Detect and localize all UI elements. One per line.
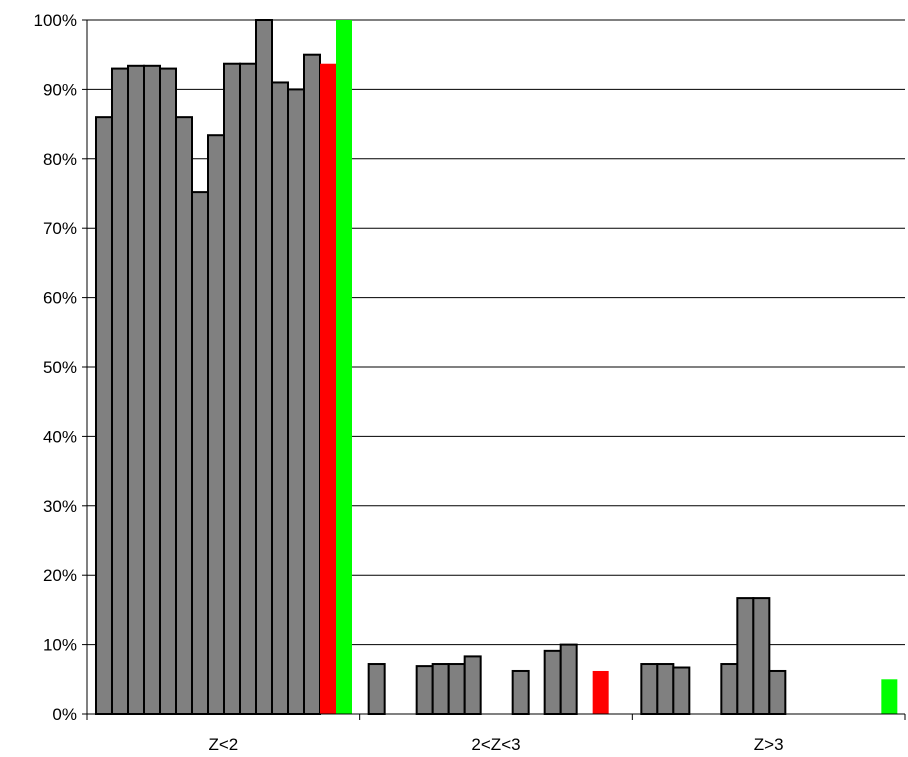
bar-gray [127,64,145,715]
bar-gray [143,64,161,715]
bar-gray [191,191,209,715]
x-tick-label: Z>3 [754,735,784,754]
x-tick-label: Z<2 [208,735,238,754]
bar-gray [111,67,129,715]
bar-gray [271,81,289,715]
y-tick-label: 80% [43,150,77,169]
x-tick-label: 2<Z<3 [471,735,520,754]
bar-gray [463,655,482,716]
bar-gray [559,643,578,715]
bar-gray [95,116,113,716]
y-tick-label: 30% [43,497,77,516]
bar-gray [239,62,257,716]
bar-gray [159,67,177,715]
bar-gray [367,663,386,715]
y-tick-label: 70% [43,219,77,238]
bar-gray [720,663,739,715]
bar-gray [543,649,562,716]
y-tick-label: 50% [43,358,77,377]
bar-gray [287,88,305,715]
bar-gray [656,663,675,715]
bar-gray [736,597,755,715]
y-tick-label: 10% [43,636,77,655]
bar-gray [511,669,530,715]
y-tick-label: 100% [34,11,77,30]
y-tick-label: 90% [43,80,77,99]
bar-gray [752,597,771,715]
bar-gray [768,669,787,715]
bar-gray [255,19,273,715]
y-tick-label: 40% [43,427,77,446]
bar-gray [223,62,241,716]
y-tick-label: 20% [43,566,77,585]
bar-gray [431,663,450,715]
bar-gray [672,666,691,716]
axes [82,19,906,720]
y-tick-label: 0% [52,705,77,724]
bars [95,19,898,716]
y-tick-label: 60% [43,289,77,308]
bar-gray [415,665,434,716]
y-tick-labels: 0% 10% 20% 30% 40% 50% 60% 70% 80% 90% 100% [34,11,77,724]
bar-gray [447,663,466,715]
bar-red [592,670,609,714]
bar-gray [175,116,193,716]
bar-gray [640,663,659,715]
bar-gray [303,53,321,715]
bar-green [336,20,352,714]
bar-red [320,63,336,715]
x-tick-labels: Z<2 2<Z<3 Z>3 [208,735,783,754]
bar-gray [207,134,225,716]
bar-green [881,679,898,714]
